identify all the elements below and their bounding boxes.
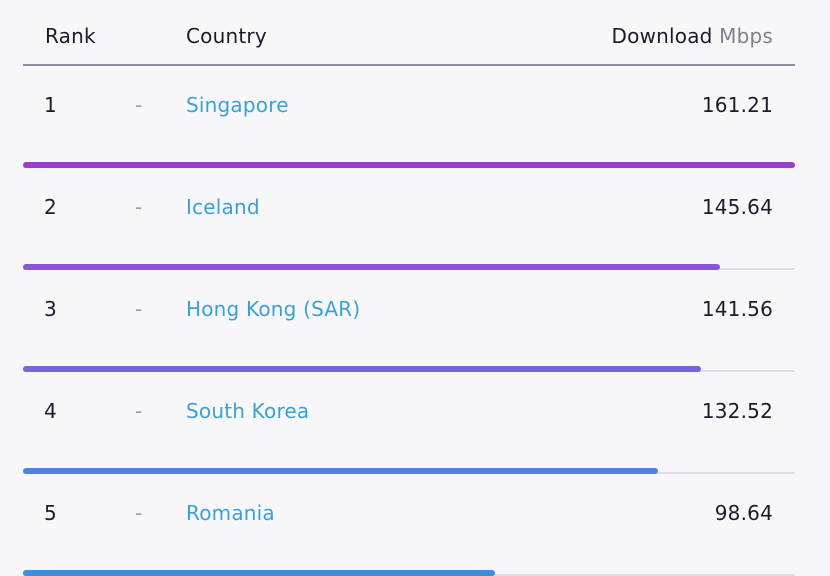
rank-column-header: Rank <box>45 24 96 48</box>
download-value-cell: 132.52 <box>701 399 773 423</box>
rank-cell: 2 <box>44 195 57 219</box>
rank-change-cell: - <box>135 297 143 321</box>
table-row: 1 - Singapore 161.21 <box>23 66 795 168</box>
download-header-label: Download <box>611 24 713 48</box>
speed-bar <box>23 468 658 474</box>
table-row: 2 - Iceland 145.64 <box>23 168 795 270</box>
download-value-cell: 141.56 <box>701 297 773 321</box>
speed-bar <box>23 264 721 270</box>
country-link[interactable]: Romania <box>186 501 275 525</box>
rank-change-cell: - <box>135 501 143 525</box>
rank-cell: 5 <box>44 501 57 525</box>
download-value-cell: 98.64 <box>714 501 773 525</box>
table-header: Rank Country Download Mbps <box>23 0 795 66</box>
country-link[interactable]: South Korea <box>186 399 310 423</box>
rank-change-cell: - <box>135 399 143 423</box>
download-value-cell: 161.21 <box>701 93 773 117</box>
ranking-table: Rank Country Download Mbps 1 - Singapore… <box>23 0 795 576</box>
rank-change-cell: - <box>135 195 143 219</box>
table-row: 3 - Hong Kong (SAR) 141.56 <box>23 270 795 372</box>
speed-bar <box>23 570 496 576</box>
download-value-cell: 145.64 <box>701 195 773 219</box>
rank-cell: 3 <box>44 297 57 321</box>
download-column-header: Download Mbps <box>612 24 773 48</box>
country-column-header: Country <box>186 24 267 48</box>
speed-bar <box>23 366 701 372</box>
rank-change-cell: - <box>135 93 143 117</box>
speed-bar <box>23 162 795 168</box>
country-link[interactable]: Iceland <box>186 195 260 219</box>
table-row: 4 - South Korea 132.52 <box>23 372 795 474</box>
country-link[interactable]: Singapore <box>186 93 289 117</box>
rank-cell: 4 <box>44 399 57 423</box>
country-link[interactable]: Hong Kong (SAR) <box>186 297 361 321</box>
rank-cell: 1 <box>44 93 57 117</box>
table-row: 5 - Romania 98.64 <box>23 474 795 576</box>
unit-label: Mbps <box>719 24 773 48</box>
